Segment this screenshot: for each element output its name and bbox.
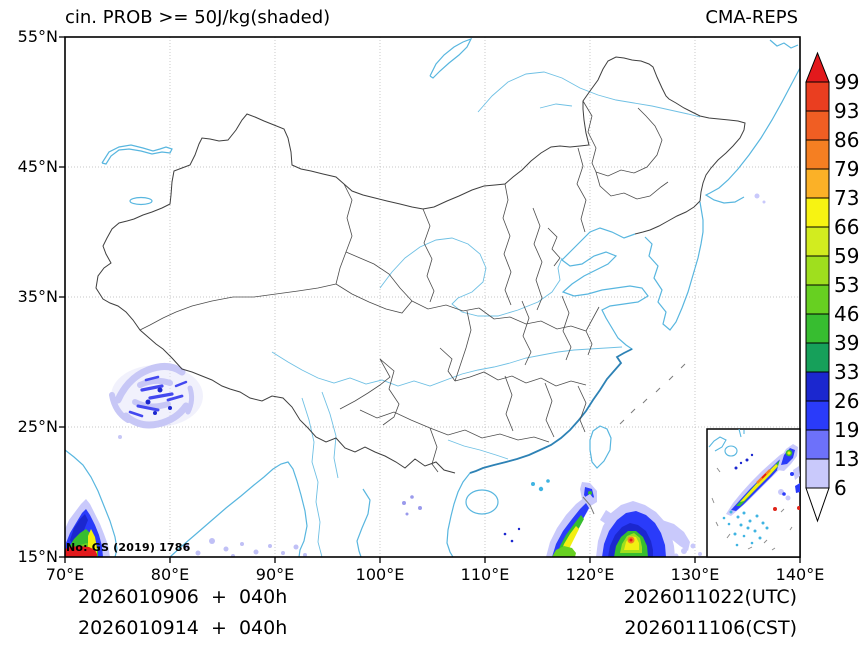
colorbar-tick-label: 86 — [834, 128, 860, 152]
y-tick-label: 55°N — [17, 27, 58, 46]
colorbar-tick-label: 13 — [834, 447, 860, 471]
y-tick-label: 35°N — [17, 287, 58, 306]
shaded-cell-himalaya — [109, 363, 203, 439]
hainan-island — [465, 489, 499, 515]
colorbar-tick-label: 39 — [834, 331, 860, 355]
shaded-speckles-bengal — [183, 495, 422, 557]
lake-baikal — [429, 37, 473, 79]
river-layer — [271, 71, 701, 557]
amur-river — [477, 71, 701, 118]
x-tick-label: 100°E — [355, 565, 405, 584]
colorbar-tick-label: 59 — [834, 244, 860, 268]
colorbar-tick-label: 53 — [834, 273, 860, 297]
model-label: CMA-REPS — [705, 7, 798, 28]
colorbar-tick-label: 46 — [834, 302, 860, 326]
y-tick-label: 45°N — [17, 157, 58, 176]
bengal-coast — [169, 461, 308, 557]
inset-gray-dashes — [711, 467, 793, 551]
inset-panel — [706, 428, 801, 558]
yellow-river — [379, 237, 563, 317]
inset-cyan-speckles — [722, 510, 769, 547]
tick-layer — [59, 36, 801, 563]
thai-gulf-coast — [356, 488, 371, 557]
x-tick-label: 80°E — [150, 565, 190, 584]
footer-valid-utc: 2026011022(UTC) — [623, 586, 797, 608]
colorbar-tick-label: 66 — [834, 215, 860, 239]
shaded-cell-luzon-west — [546, 482, 597, 557]
province-border-layer — [139, 100, 669, 473]
footer-init-cst: 2026010914 + 040h — [78, 617, 288, 639]
x-tick-label: 110°E — [460, 565, 510, 584]
x-tick-label: 70°E — [45, 565, 85, 584]
shaded-cell-southwest — [65, 499, 110, 557]
shaded-cell-luzon-east — [596, 501, 690, 557]
southeast-dense-coast — [469, 348, 633, 474]
inset-red-dots — [773, 506, 800, 511]
primorye-coast — [704, 67, 800, 204]
taiwan-island — [589, 425, 612, 469]
colorbar-tick-label: 93 — [834, 99, 860, 123]
india-west-coast — [65, 449, 118, 557]
shaded-speckles-misc — [503, 193, 766, 557]
footer-valid-cst: 2026011106(CST) — [624, 617, 797, 639]
amur-branch — [539, 103, 573, 109]
national-border — [95, 56, 746, 474]
colorbar-tick-label: 79 — [834, 157, 860, 181]
y-tick-label: 25°N — [17, 417, 58, 436]
colorbar-tick-label: 26 — [834, 389, 860, 413]
footer-init-utc: 2026010906 + 040h — [78, 586, 288, 608]
grid-layer — [65, 37, 800, 557]
x-tick-label: 140°E — [775, 565, 825, 584]
colorbar-tick-label: 33 — [834, 360, 860, 384]
inset-shaded-band — [726, 444, 800, 516]
y-tick-label: 15°N — [17, 547, 58, 566]
plot-title: cin. PROB >= 50J/kg(shaded) — [65, 7, 331, 28]
x-tick-label: 130°E — [670, 565, 720, 584]
lake-issykkul — [129, 196, 153, 206]
probability-shading-layer — [65, 193, 766, 557]
salween-river — [321, 391, 339, 479]
luzon-coast — [582, 496, 595, 515]
colorbar-shape — [805, 51, 830, 523]
colorbar-tick-label: 99 — [834, 70, 860, 94]
license-stamp: No: GS (2019) 1786 — [66, 541, 191, 554]
okhotsk-squiggle — [769, 39, 799, 49]
colorbar-tick-label: 6 — [834, 476, 847, 500]
mekong-river — [301, 397, 323, 557]
pearl-river — [447, 439, 509, 460]
island-layer — [582, 363, 686, 515]
colorbar-tick-label: 19 — [834, 418, 860, 442]
korea-coast — [644, 201, 704, 331]
x-tick-label: 90°E — [255, 565, 295, 584]
lake-balkhash — [101, 144, 173, 165]
x-tick-label: 120°E — [565, 565, 615, 584]
yangtze-river — [271, 346, 623, 387]
inset-coastlines — [708, 429, 745, 457]
colorbar-tick-label: 73 — [834, 186, 860, 210]
